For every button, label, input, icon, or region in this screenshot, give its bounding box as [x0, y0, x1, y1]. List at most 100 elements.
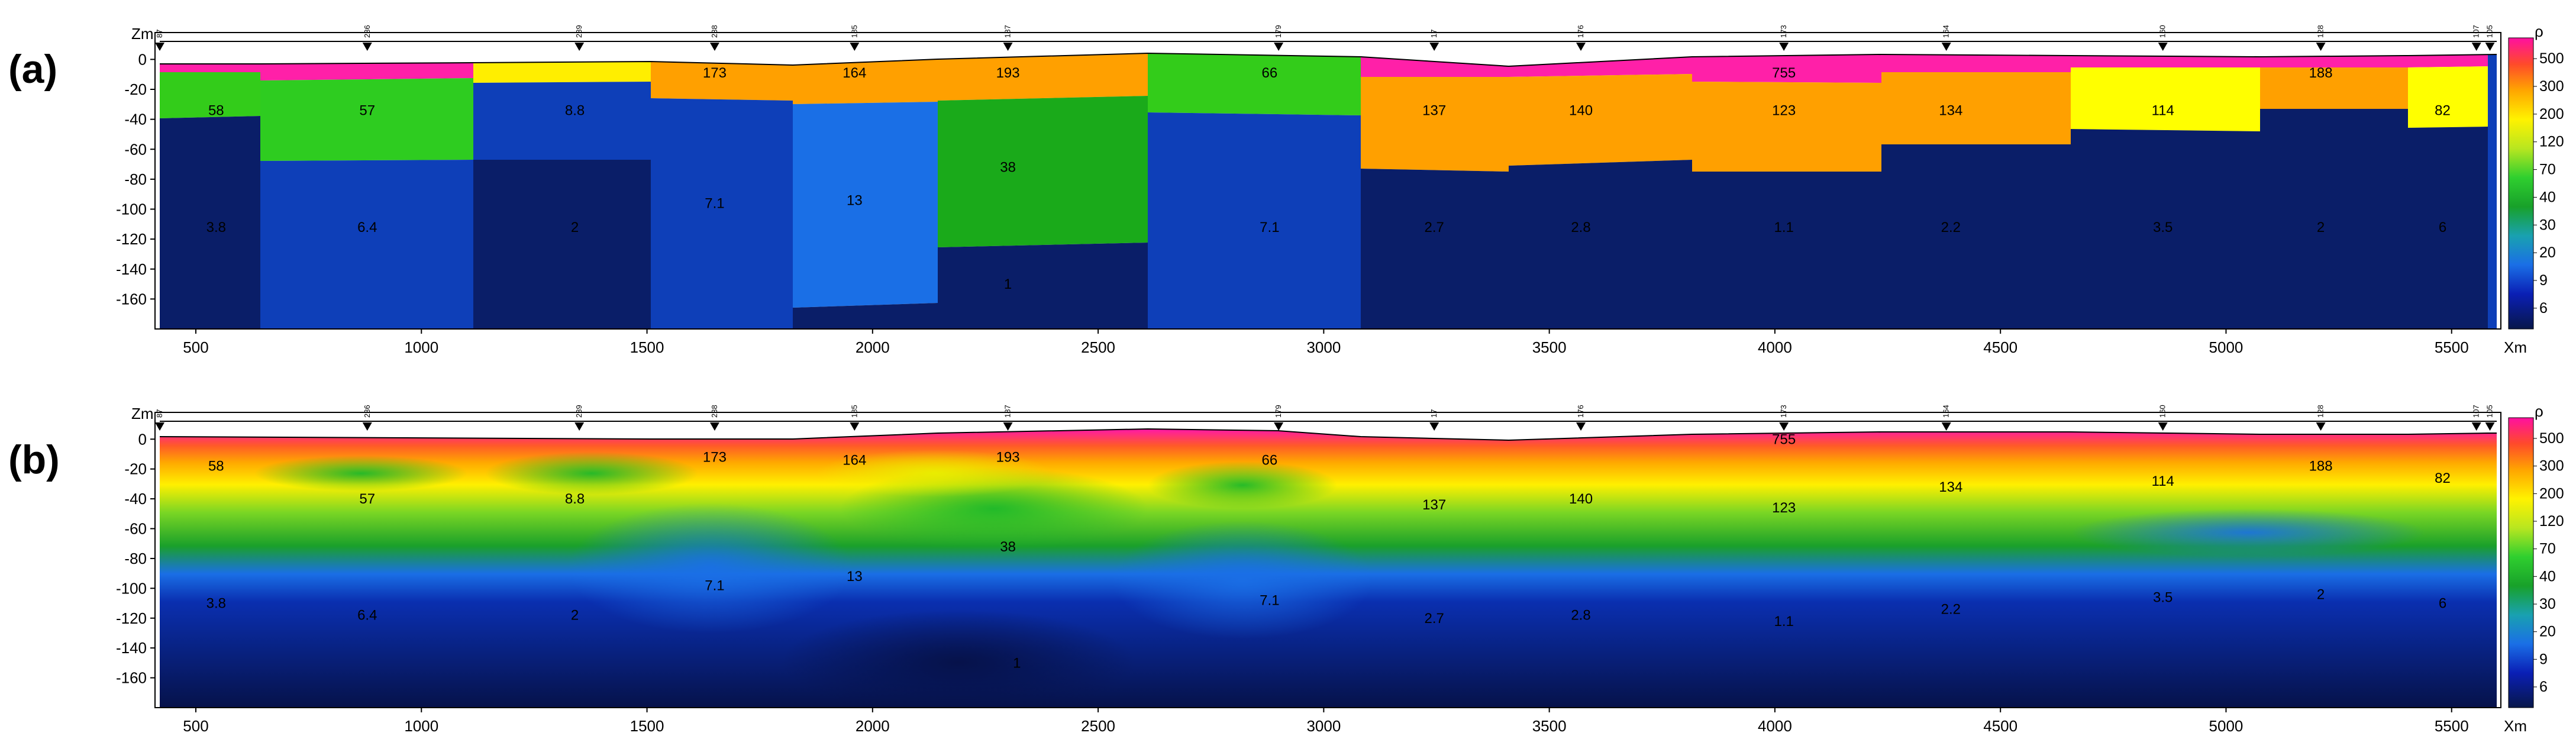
station-marker	[2471, 43, 2481, 51]
panel-label-a: (a)	[8, 47, 57, 92]
resistivity-label: 13	[847, 192, 863, 208]
resistivity-label: 66	[1262, 65, 1278, 81]
block-3-mid	[473, 82, 651, 160]
colorbar-a: 6 9 20 30 40 70 120 200 300 500 ρ	[2508, 22, 2564, 330]
x-tick-label: 5500	[2435, 717, 2469, 735]
block-12-top	[2071, 56, 2260, 67]
x-tick-label: 3000	[1306, 717, 1341, 735]
resistivity-label: 7.1	[1260, 220, 1279, 235]
station-marker	[1429, 422, 1439, 431]
colorbar-b: 6 9 20 30 40 70 120 200 300 500 ρ	[2508, 402, 2564, 708]
y-tick-label: -80	[124, 170, 147, 188]
resistivity-label: 58	[208, 102, 224, 118]
station-label: 236	[363, 25, 372, 38]
station-label: 160	[2158, 405, 2167, 418]
block-6-mid	[938, 96, 1148, 247]
block-6-bot	[938, 243, 1148, 329]
station-marker	[2316, 43, 2326, 51]
x-tick-label: 2000	[856, 717, 890, 735]
block-2-top	[260, 63, 473, 80]
x-tick-label: 5000	[2209, 717, 2243, 735]
x-tick-label: 1500	[630, 717, 664, 735]
block-14-mid	[2408, 66, 2488, 128]
station-label: 164	[1942, 405, 1951, 418]
resistivity-label: 137	[1422, 102, 1446, 118]
block-8-top	[1361, 57, 1509, 77]
colorbar-title: ρ	[2535, 22, 2543, 40]
station-marker	[2158, 43, 2168, 51]
resistivity-label: 7.1	[1260, 593, 1279, 609]
x-tick-label: 1000	[404, 717, 438, 735]
resistivity-label: 123	[1772, 102, 1796, 118]
block-7-top	[1148, 53, 1361, 115]
resistivity-label: 2	[2317, 220, 2325, 235]
station-marker	[1274, 43, 1284, 51]
x-tick-label: 4000	[1758, 338, 1792, 356]
panel-b-blob-9	[2071, 509, 2426, 556]
station-marker	[1941, 43, 1951, 51]
x-tick-label: 3500	[1532, 338, 1567, 356]
resistivity-label: 1	[1004, 276, 1012, 292]
station-marker	[2485, 43, 2495, 51]
panel-b-frame	[154, 412, 2501, 708]
colorbar-label: 6	[2539, 300, 2548, 317]
x-tick-label: 2000	[856, 338, 890, 356]
resistivity-label: 38	[1000, 539, 1016, 555]
station-label: 238	[710, 405, 719, 418]
station-marker	[155, 422, 164, 431]
y-tick-label: -80	[124, 550, 147, 567]
x-tick-label: 4500	[1983, 338, 2017, 356]
station-label: 160	[2158, 25, 2167, 38]
resistivity-label: 38	[1000, 160, 1016, 176]
colorbar-label: 9	[2539, 651, 2548, 667]
colorbar-label: 120	[2539, 513, 2564, 530]
y-tick-label: -60	[124, 140, 147, 158]
resistivity-label: 164	[842, 65, 866, 81]
x-tick-label: 3000	[1306, 338, 1341, 356]
block-12-mid	[2071, 67, 2260, 131]
station-marker	[1941, 422, 1951, 431]
block-11-top	[1881, 54, 2071, 72]
block-6-top	[938, 53, 1148, 101]
y-tick-label: -60	[124, 520, 147, 538]
colorbar-label: 20	[2539, 624, 2556, 640]
station-label: 128	[2316, 25, 2325, 38]
panel-b-blob-7	[1112, 521, 1373, 639]
panel-a-resistivity-blocks	[160, 53, 2497, 329]
y-tick-label: -120	[116, 609, 147, 627]
y-tick-label: -140	[116, 639, 147, 657]
resistivity-label: 3.8	[206, 596, 226, 612]
station-label: 107	[2472, 25, 2481, 38]
x-tick-label: 1500	[630, 338, 664, 356]
block-5-top	[793, 59, 938, 104]
resistivity-label: 6.4	[357, 220, 377, 235]
panel-b-blob-2	[485, 452, 698, 495]
block-9-top	[1509, 57, 1692, 77]
panel-b-topography	[159, 428, 2497, 441]
y-tick-label: -120	[116, 230, 147, 248]
colorbar-label: 6	[2539, 679, 2548, 695]
y-tick-label: -20	[124, 460, 147, 478]
resistivity-label: 3.8	[206, 220, 226, 235]
x-tick-label: 5500	[2435, 338, 2469, 356]
y-tick-label: 0	[138, 430, 147, 448]
station-label: 238	[710, 25, 719, 38]
colorbar-label: 40	[2539, 189, 2556, 205]
block-7-bot	[1148, 112, 1361, 329]
panel-b-blob-6	[568, 503, 852, 633]
resistivity-label: 2	[2317, 586, 2325, 602]
station-marker	[2158, 422, 2168, 431]
x-tick-label: 3500	[1532, 717, 1567, 735]
station-marker	[574, 43, 585, 51]
station-label: 105	[2485, 405, 2494, 418]
block-14-top	[2408, 54, 2488, 67]
station-marker	[2485, 422, 2495, 431]
panel-b-axes: 500 1000 1500 2000 2500 3000 3500 4000 4500 5000 5…	[116, 405, 2527, 735]
resistivity-label: 173	[703, 65, 727, 81]
block-11-bot	[1881, 144, 2071, 329]
panel-b-blob-5	[1148, 461, 1337, 509]
station-marker	[362, 422, 372, 431]
colorbar-label: 500	[2539, 50, 2564, 67]
panel-b-chart: 87 236 239 238 185 187 179 17 176 173 164 160 128 107…	[116, 405, 2527, 735]
